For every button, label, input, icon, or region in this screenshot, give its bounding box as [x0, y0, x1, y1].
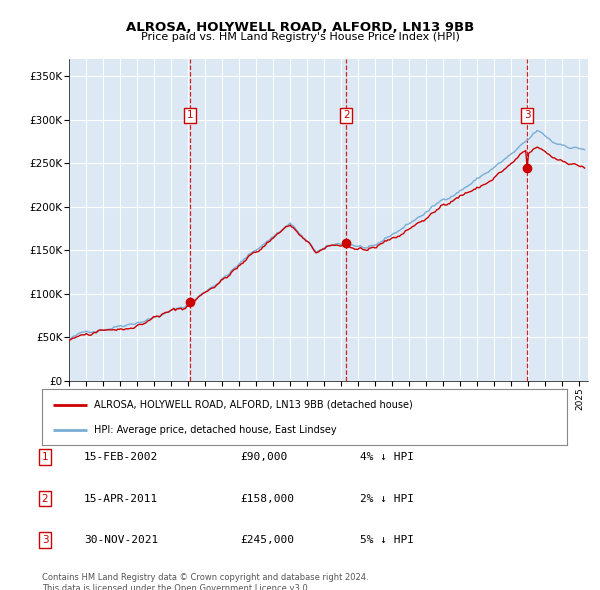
Text: 4% ↓ HPI: 4% ↓ HPI	[360, 453, 414, 462]
Text: 15-FEB-2002: 15-FEB-2002	[84, 453, 158, 462]
Text: 5% ↓ HPI: 5% ↓ HPI	[360, 535, 414, 545]
Text: £245,000: £245,000	[240, 535, 294, 545]
Text: Contains HM Land Registry data © Crown copyright and database right 2024.
This d: Contains HM Land Registry data © Crown c…	[42, 573, 368, 590]
Text: £90,000: £90,000	[240, 453, 287, 462]
Text: ALROSA, HOLYWELL ROAD, ALFORD, LN13 9BB (detached house): ALROSA, HOLYWELL ROAD, ALFORD, LN13 9BB …	[95, 399, 413, 409]
Text: HPI: Average price, detached house, East Lindsey: HPI: Average price, detached house, East…	[95, 425, 337, 435]
Text: 30-NOV-2021: 30-NOV-2021	[84, 535, 158, 545]
Text: ALROSA, HOLYWELL ROAD, ALFORD, LN13 9BB: ALROSA, HOLYWELL ROAD, ALFORD, LN13 9BB	[126, 21, 474, 34]
Text: 15-APR-2011: 15-APR-2011	[84, 494, 158, 503]
Text: £158,000: £158,000	[240, 494, 294, 503]
Text: 2: 2	[343, 110, 350, 120]
Text: 3: 3	[524, 110, 530, 120]
Text: 1: 1	[187, 110, 193, 120]
Text: Price paid vs. HM Land Registry's House Price Index (HPI): Price paid vs. HM Land Registry's House …	[140, 32, 460, 42]
Text: 1: 1	[41, 453, 49, 462]
Text: 2: 2	[41, 494, 49, 503]
Text: 3: 3	[41, 535, 49, 545]
Text: 2% ↓ HPI: 2% ↓ HPI	[360, 494, 414, 503]
